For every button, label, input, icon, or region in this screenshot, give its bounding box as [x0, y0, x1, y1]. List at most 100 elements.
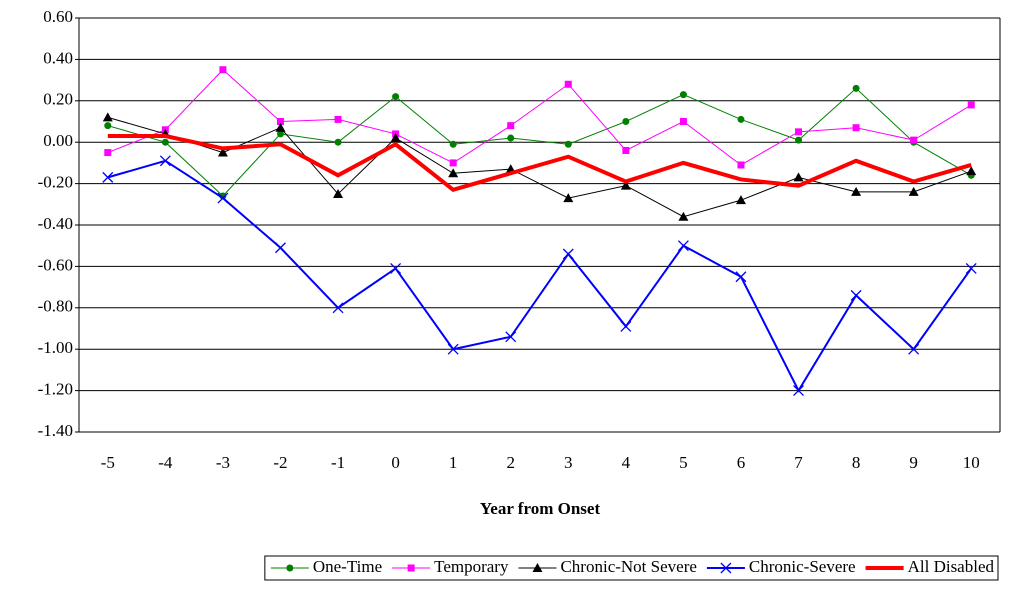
marker — [334, 138, 342, 146]
marker — [965, 263, 977, 274]
marker — [161, 138, 169, 146]
marker — [507, 122, 515, 130]
marker — [219, 66, 227, 74]
series-line — [107, 87, 972, 197]
marker — [564, 80, 572, 88]
x-tick-label: -5 — [101, 453, 115, 472]
marker — [795, 136, 803, 144]
x-tick-label: 10 — [963, 453, 980, 472]
marker — [276, 118, 284, 125]
marker — [737, 161, 745, 169]
marker — [505, 331, 517, 343]
marker — [737, 115, 745, 123]
series-line — [107, 133, 972, 193]
marker — [449, 159, 457, 167]
marker — [908, 186, 919, 196]
marker — [908, 343, 920, 355]
marker — [275, 122, 286, 132]
marker — [679, 91, 687, 99]
marker — [159, 155, 171, 167]
y-tick-label: -1.20 — [38, 380, 73, 399]
marker — [678, 211, 689, 221]
marker — [390, 263, 402, 274]
marker — [620, 320, 632, 332]
marker — [102, 112, 113, 122]
marker — [851, 186, 862, 196]
legend: One-Time Temporary Chronic-Not Severe Chron… — [264, 555, 999, 581]
marker — [217, 192, 229, 204]
y-tick-label: 0.60 — [43, 7, 73, 26]
marker — [407, 564, 415, 572]
x-tick-label: 8 — [852, 453, 861, 472]
marker — [966, 166, 977, 176]
legend-label: Chronic-Not Severe — [560, 557, 696, 576]
marker — [852, 124, 860, 132]
y-tick-label: -0.60 — [38, 255, 73, 274]
x-tick-label: 6 — [737, 453, 746, 472]
marker — [562, 248, 574, 260]
marker — [620, 180, 631, 190]
marker — [448, 168, 459, 178]
x-tick-label: 4 — [622, 453, 631, 472]
marker — [677, 240, 689, 252]
marker — [104, 122, 112, 130]
marker — [720, 562, 732, 574]
marker — [532, 563, 543, 572]
x-tick-label: 7 — [794, 453, 803, 472]
marker — [563, 193, 574, 203]
x-tick-label: 9 — [909, 453, 918, 472]
marker — [735, 195, 746, 205]
marker — [392, 93, 400, 101]
marker — [286, 564, 294, 572]
x-tick-label: 0 — [391, 453, 400, 472]
marker — [795, 128, 803, 136]
marker — [276, 130, 284, 138]
y-tick-label: -1.40 — [38, 421, 73, 440]
marker — [910, 136, 918, 144]
x-tick-label: -4 — [158, 453, 173, 472]
marker — [852, 84, 860, 92]
legend-label: Temporary — [434, 557, 509, 576]
marker — [275, 242, 286, 254]
x-tick-label: 1 — [449, 453, 458, 472]
series-line — [107, 69, 972, 166]
x-axis-title: Year from Onset — [480, 499, 601, 518]
y-tick-label: 0.00 — [43, 131, 73, 150]
marker — [967, 101, 975, 109]
x-tick-label: 5 — [679, 453, 688, 472]
marker — [449, 140, 457, 148]
legend-label: One-Time — [313, 557, 382, 576]
marker — [564, 140, 572, 148]
marker — [217, 147, 228, 157]
marker — [332, 302, 344, 314]
y-tick-label: -0.80 — [38, 297, 73, 316]
legend-label: All Disabled — [908, 557, 995, 576]
x-tick-label: -1 — [331, 453, 345, 472]
y-tick-label: -0.40 — [38, 214, 73, 233]
marker — [334, 115, 342, 123]
x-tick-label: 2 — [506, 453, 515, 472]
x-tick-label: 3 — [564, 453, 573, 472]
marker — [507, 134, 515, 142]
series-line — [107, 159, 973, 393]
marker — [793, 385, 804, 397]
marker — [333, 188, 344, 198]
series-line — [107, 116, 972, 218]
x-tick-label: -2 — [273, 453, 287, 472]
marker — [102, 171, 114, 183]
y-tick-label: -0.20 — [38, 173, 73, 192]
y-tick-label: 0.20 — [43, 90, 73, 109]
marker — [622, 146, 630, 154]
y-tick-label: 0.40 — [43, 48, 73, 67]
marker — [850, 289, 862, 301]
x-tick-label: -3 — [216, 453, 230, 472]
marker — [793, 172, 804, 182]
marker — [390, 133, 401, 143]
legend-label: Chronic-Severe — [749, 557, 856, 576]
y-tick-label: -1.00 — [38, 338, 73, 357]
marker — [622, 118, 630, 125]
marker — [104, 149, 112, 157]
marker — [447, 343, 459, 355]
marker — [679, 118, 687, 125]
